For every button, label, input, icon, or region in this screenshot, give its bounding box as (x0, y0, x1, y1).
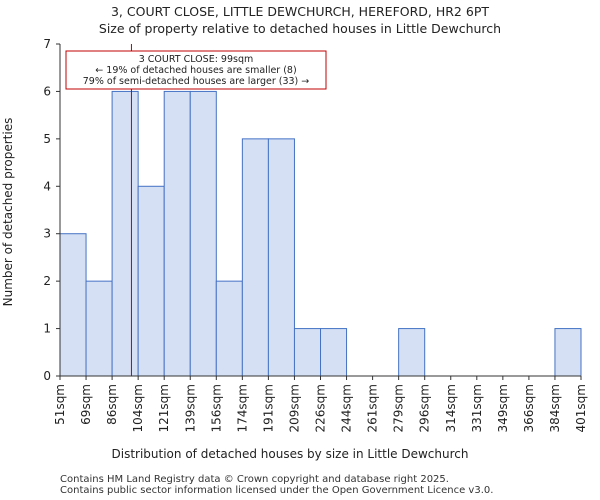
bar-139sqm (189, 90, 217, 377)
bar-209sqm (293, 328, 322, 377)
x-tick-label: 296sqm (418, 384, 432, 432)
x-tick-label: 139sqm (183, 384, 197, 432)
x-tick-label: 261sqm (366, 384, 380, 432)
bar-104sqm (137, 185, 165, 377)
bar-226sqm (320, 328, 348, 377)
y-tick-label: 6 (43, 84, 51, 98)
x-tick-label: 51sqm (53, 384, 67, 425)
footer-line-2: Contains public sector information licen… (60, 485, 494, 496)
bar-279sqm (398, 328, 426, 377)
property-annotation: 3 COURT CLOSE: 99sqm ← 19% of detached h… (65, 50, 327, 90)
y-tick-label: 1 (43, 322, 51, 336)
bar-156sqm (215, 280, 243, 377)
chart-subtitle: Size of property relative to detached ho… (98, 21, 502, 36)
x-tick-label: 69sqm (79, 384, 93, 425)
y-tick-label: 0 (43, 369, 51, 383)
y-tick-label: 5 (43, 132, 51, 146)
x-tick-label: 331sqm (470, 384, 484, 432)
x-tick-label: 384sqm (548, 384, 562, 432)
x-axis-label: Distribution of detached houses by size … (112, 447, 469, 461)
x-tick-label: 366sqm (522, 384, 536, 432)
y-tick-label: 3 (43, 227, 51, 241)
x-tick-label: 349sqm (496, 384, 510, 432)
x-tick-label: 209sqm (287, 384, 301, 432)
bar-121sqm (163, 90, 191, 377)
annotation-box (65, 50, 327, 90)
annotation-line-3: 79% of semi-detached houses are larger (… (83, 76, 310, 87)
x-tick-label: 174sqm (235, 384, 249, 432)
bar-174sqm (241, 138, 269, 377)
annotation-line-1: 3 COURT CLOSE: 99sqm (139, 54, 254, 65)
x-tick-label: 104sqm (131, 384, 145, 432)
chart-title: 3, COURT CLOSE, LITTLE DEWCHURCH, HEREFO… (110, 4, 489, 19)
x-tick-label: 279sqm (392, 384, 406, 432)
bar-384sqm (554, 328, 582, 377)
y-tick-label: 2 (43, 274, 51, 288)
x-tick-label: 191sqm (261, 384, 275, 432)
x-tick-label: 121sqm (157, 384, 171, 432)
x-tick-label: 314sqm (444, 384, 458, 432)
x-tick-label: 86sqm (105, 384, 119, 425)
bar-86sqm (111, 90, 139, 377)
annotation-line-2: ← 19% of detached houses are smaller (8) (95, 65, 296, 76)
x-tick-label: 156sqm (209, 384, 223, 432)
x-tick-label: 226sqm (314, 384, 328, 432)
y-axis-label: Number of detached properties (1, 118, 15, 307)
x-tick-label: 244sqm (340, 384, 354, 432)
footer-line-1: Contains HM Land Registry data © Crown c… (60, 474, 449, 485)
y-tick-label: 7 (43, 37, 51, 51)
x-tick-label: 401sqm (574, 384, 588, 432)
bar-51sqm (59, 233, 87, 377)
bar-191sqm (267, 138, 295, 377)
y-tick-label: 4 (43, 179, 51, 193)
bar-69sqm (85, 280, 113, 377)
